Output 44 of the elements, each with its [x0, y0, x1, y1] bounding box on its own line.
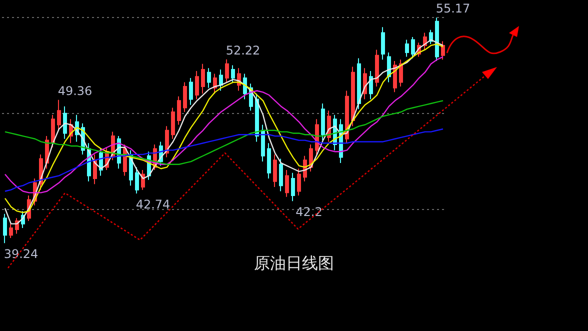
candlestick — [357, 58, 361, 110]
candlestick — [135, 166, 139, 194]
candlestick — [171, 107, 175, 140]
candlestick — [177, 96, 181, 126]
candlestick — [183, 82, 187, 112]
text: 39.24 — [4, 247, 38, 262]
candlestick — [279, 158, 283, 192]
candlestick — [351, 66, 355, 127]
candlestick — [225, 58, 229, 83]
candlestick — [435, 17, 439, 62]
candlestick — [195, 70, 199, 100]
candlestick — [285, 170, 289, 198]
candlestick — [291, 172, 295, 202]
candlestick — [231, 64, 235, 83]
candlestick — [261, 124, 265, 162]
candlestick — [9, 223, 13, 238]
candlestick — [201, 63, 205, 94]
candlestick — [441, 40, 445, 60]
annotation: 42.2 — [296, 205, 322, 220]
annotation: 42.74 — [136, 198, 170, 212]
candlestick — [219, 69, 223, 92]
text: 55.17 — [436, 2, 470, 16]
annotation: 49.36 — [58, 84, 92, 98]
candlestick — [273, 154, 277, 188]
candlestick — [399, 59, 403, 88]
candlestick — [189, 78, 193, 106]
candlestick — [381, 26, 385, 60]
candlestick — [243, 73, 247, 100]
candlestick — [297, 168, 301, 196]
candlestick — [267, 142, 271, 180]
candlestick — [57, 99, 61, 131]
candlestick — [165, 126, 169, 158]
candlestick — [369, 70, 373, 100]
text: 原油日线图 — [254, 254, 334, 272]
candlestick — [375, 49, 379, 88]
candlestick — [207, 68, 211, 88]
annotation: 52.22 — [226, 43, 260, 58]
candlestick — [321, 103, 325, 141]
candlestick — [51, 114, 55, 148]
candlestick — [255, 93, 259, 142]
candlestick — [411, 36, 415, 59]
candlestick — [405, 39, 409, 58]
candlestick — [3, 213, 7, 244]
candlestick — [63, 106, 67, 140]
